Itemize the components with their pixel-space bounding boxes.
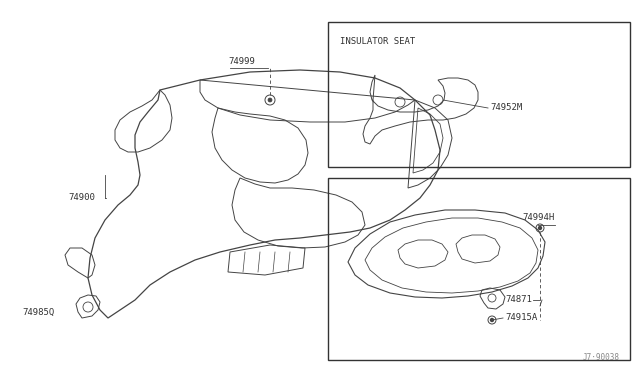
Text: 74994H: 74994H xyxy=(523,214,555,222)
Text: 74985Q: 74985Q xyxy=(22,308,54,317)
Text: INSULATOR SEAT: INSULATOR SEAT xyxy=(340,37,415,46)
Text: 74999: 74999 xyxy=(228,58,255,67)
Text: J7·90038: J7·90038 xyxy=(583,353,620,362)
Circle shape xyxy=(268,98,272,102)
Circle shape xyxy=(490,318,493,321)
Bar xyxy=(328,22,630,167)
Text: 74871: 74871 xyxy=(505,295,532,305)
Circle shape xyxy=(538,227,541,230)
Text: 74900: 74900 xyxy=(68,193,95,202)
Text: 74952M: 74952M xyxy=(490,103,522,112)
Bar xyxy=(328,178,630,360)
Text: 74915A: 74915A xyxy=(505,314,537,323)
